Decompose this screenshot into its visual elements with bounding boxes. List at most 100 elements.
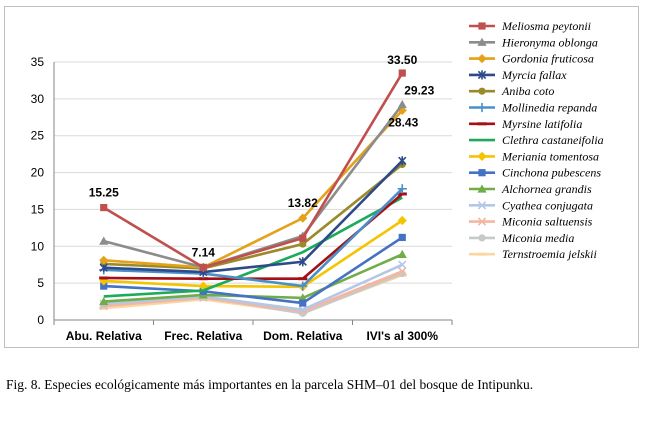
data-point (397, 192, 407, 196)
legend-label: Meliosma peytonii (501, 19, 591, 33)
y-tick-label: 30 (31, 92, 45, 106)
y-tick-label: 5 (37, 276, 44, 290)
legend-entry: Cinchona pubescens (469, 166, 601, 180)
series-line (103, 187, 404, 288)
data-point (299, 234, 307, 242)
series-line (103, 270, 403, 313)
data-labels: 15.25 7.14 13.82 33.50 29.23 28.43 (89, 53, 435, 259)
legend-label: Clethra castaneifolia (502, 133, 604, 147)
data-point (298, 213, 308, 223)
y-tick-label: 20 (31, 166, 45, 180)
series-line (103, 196, 403, 298)
y-tick-label: 10 (31, 239, 45, 253)
legend-entry: Myrsine latifolia (469, 117, 582, 131)
legend-label: Ternstroemia jelskii (502, 247, 597, 261)
y-tick-label: 15 (31, 202, 45, 216)
legend-entry: Cyathea conjugata (469, 198, 593, 212)
data-point (397, 184, 407, 194)
legend-entry: Hieronyma oblonga (469, 35, 598, 49)
legend-entry: Miconia media (469, 231, 574, 245)
data-point (298, 257, 307, 267)
series-group (100, 69, 406, 271)
data-label: 33.50 (387, 53, 417, 67)
y-tick-label: 35 (31, 55, 45, 69)
legend-label: Cyathea conjugata (502, 198, 593, 212)
data-point (99, 236, 109, 245)
data-point (99, 276, 109, 280)
data-point (299, 299, 307, 307)
axes: 0 5 10 15 20 25 30 35 Abu. Relativa Frec. Relativ… (31, 55, 453, 343)
data-point (398, 260, 407, 269)
series-line (103, 219, 403, 289)
legend-marker (477, 184, 487, 193)
data-point (398, 69, 406, 77)
legend-entry: Gordonia fruticosa (469, 52, 594, 66)
legend-label: Hieronyma oblonga (501, 35, 598, 49)
data-label: 7.14 (192, 245, 216, 259)
legend-marker (478, 22, 486, 30)
legend-label: Gordonia fruticosa (502, 52, 594, 66)
legend-label: Cinchona pubescens (502, 166, 601, 180)
series-lines (99, 69, 407, 317)
legend-entry: Myrcia fallax (469, 68, 567, 82)
data-point (398, 267, 407, 276)
marker-stroke (298, 305, 307, 314)
x-category-label: IVI's al 300% (366, 329, 438, 343)
data-label: 15.25 (89, 186, 119, 200)
data-point (298, 277, 308, 281)
legend-label: Myrcia fallax (501, 68, 567, 82)
legend-marker (477, 102, 487, 113)
chart-frame: 0 5 10 15 20 25 30 35 Abu. Relativa Frec. Relativ… (4, 6, 639, 348)
legend-marker (478, 234, 486, 242)
line-chart: 0 5 10 15 20 25 30 35 Abu. Relativa Frec. Relativ… (31, 19, 604, 343)
data-point (99, 276, 109, 286)
series-line (103, 236, 403, 305)
y-tick-label: 25 (31, 129, 45, 143)
data-point (398, 156, 407, 166)
data-label: 28.43 (388, 115, 418, 129)
legend-label: Meriania tomentosa (501, 149, 599, 163)
marker-stroke (477, 201, 487, 210)
data-point (299, 240, 307, 248)
data-point (298, 305, 307, 314)
legend-marker (477, 70, 487, 80)
legend-label: Miconia saltuensis (501, 215, 593, 229)
y-tick-label: 0 (37, 313, 44, 327)
legend-entry: Ternstroemia jelskii (469, 247, 597, 261)
legend-entry: Miconia saltuensis (469, 215, 593, 229)
data-label: 13.82 (288, 196, 318, 210)
data-point (298, 293, 308, 302)
x-category-label: Frec. Relativa (164, 329, 242, 343)
series-group (99, 99, 407, 271)
legend-marker (477, 252, 487, 256)
marker-stroke (398, 260, 407, 269)
data-point (99, 296, 109, 306)
legend-entry: Meliosma peytonii (469, 19, 591, 33)
series-line (103, 263, 403, 311)
series-line (103, 72, 404, 269)
legend-marker (477, 37, 487, 46)
legend-entry: Aniba coto (469, 84, 554, 98)
legend: Meliosma peytonii Hieronyma oblonga Gordon… (469, 19, 604, 261)
legend-label: Mollinedia repanda (501, 101, 597, 115)
legend-entry: Meriania tomentosa (469, 149, 599, 163)
legend-label: Alchornea grandis (501, 182, 592, 196)
series-group (99, 184, 407, 291)
legend-marker (477, 54, 487, 64)
legend-entry: Clethra castaneifolia (469, 133, 604, 147)
x-category-label: Dom. Relativa (263, 329, 343, 343)
data-point (397, 249, 407, 258)
data-point (199, 263, 207, 271)
data-point (398, 233, 406, 242)
series-group (100, 160, 406, 272)
legend-label: Myrsine latifolia (501, 117, 582, 131)
legend-label: Aniba coto (501, 84, 554, 98)
series-group (103, 196, 403, 298)
x-category-label: Abu. Relativa (66, 329, 142, 343)
data-point (397, 99, 407, 109)
marker-stroke (477, 217, 487, 226)
data-point (100, 282, 108, 290)
data-point (397, 215, 407, 226)
data-point (198, 277, 208, 281)
legend-marker (478, 169, 486, 177)
